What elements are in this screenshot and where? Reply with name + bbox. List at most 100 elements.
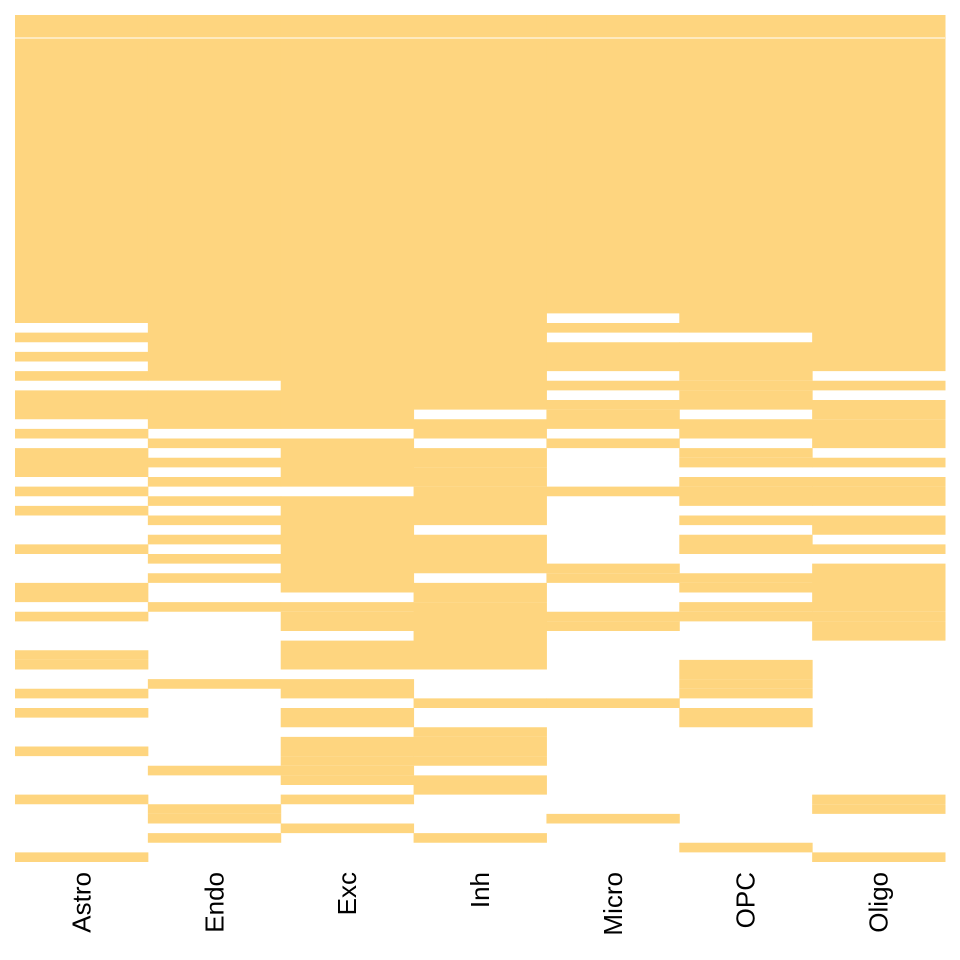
- heatmap-cell-opc-rows-72-73: [679, 708, 813, 728]
- heatmap-cell-oligo-rows-62-62: [812, 611, 946, 622]
- heatmap-cell-astro-rows-62-62: [15, 611, 149, 622]
- heatmap-cell-inh-rows-61-63: [413, 602, 547, 631]
- heatmap-cell-astro-rows-72-72: [15, 708, 149, 718]
- heatmap-cell-endo-rows-83-83: [147, 813, 282, 824]
- heatmap-cell-exc-rows-62-63: [280, 611, 415, 631]
- heatmap-cell-oligo-rows-49-50: [812, 486, 946, 506]
- heatmap-cell-oligo-rows-52-53: [812, 515, 946, 535]
- heatmap-cell-opc-rows-36-37: [679, 361, 813, 381]
- heatmap-cell-micro-rows-58-58: [546, 573, 680, 583]
- heatmap-cell-exc-rows-65-67: [280, 640, 415, 670]
- heatmap-cell-opc-rows-38-38: [679, 380, 813, 391]
- heatmap-cell-oligo-rows-64-64: [812, 631, 946, 641]
- heatmap-cell-endo-rows-44-44: [147, 438, 282, 449]
- heatmap-cell-oligo-rows-87-87: [812, 852, 946, 862]
- heatmap-cell-opc-rows-42-43: [679, 419, 813, 439]
- heatmap-cell-inh-rows-85-85: [413, 833, 547, 843]
- heatmap-cell-micro-rows-36-36: [546, 361, 680, 372]
- heatmap-cell-endo-rows-69-69: [147, 679, 282, 689]
- heatmap-cell-astro-rows-45-47: [15, 448, 149, 477]
- heatmap-cell-oligo-rows-55-55: [812, 544, 946, 554]
- heatmap-cell-endo-rows-0-37: [147, 15, 282, 381]
- heatmap-cell-oligo-rows-57-59: [812, 563, 946, 593]
- heatmap-cell-micro-rows-34-35: [546, 342, 680, 362]
- heatmap-cell-astro-rows-33-33: [15, 332, 149, 343]
- heatmap-cell-exc-rows-72-73: [280, 708, 415, 728]
- heatmap-cell-astro-rows-70-70: [15, 688, 149, 699]
- column-label-inh: Inh: [465, 872, 495, 908]
- heatmap-cell-astro-rows-49-49: [15, 486, 149, 497]
- heatmap-cell-opc-rows-70-70: [679, 688, 813, 699]
- heatmap-cell-endo-rows-48-48: [147, 477, 282, 487]
- heatmap-cell-astro-rows-55-55: [15, 544, 149, 554]
- heatmap-cell-endo-rows-54-54: [147, 534, 282, 545]
- heatmap-cell-astro-rows-76-76: [15, 746, 149, 757]
- heatmap-cell-opc-rows-0-32: [679, 15, 813, 333]
- heatmap-cell-inh-rows-60-60: [413, 592, 547, 603]
- heatmap-cell-opc-rows-67-68: [679, 659, 813, 680]
- heatmap-cell-exc-rows-0-42: [280, 15, 415, 429]
- heatmap-cell-exc-rows-79-79: [280, 775, 415, 785]
- heatmap-cell-endo-rows-82-82: [147, 804, 282, 814]
- column-label-oligo: Oligo: [864, 872, 894, 933]
- heatmap-cell-inh-rows-77-77: [413, 756, 547, 766]
- heatmap-cell-oligo-rows-38-38: [812, 380, 946, 391]
- heatmap-cell-micro-rows-57-57: [546, 563, 680, 574]
- heatmap-cell-astro-rows-39-41: [15, 390, 149, 420]
- heatmap-cell-oligo-rows-63-63: [812, 621, 946, 631]
- heatmap-cell-micro-rows-40-40: [546, 400, 680, 410]
- heatmap-cell-inh-rows-59-59: [413, 582, 547, 593]
- heatmap-cell-inh-rows-75-76: [413, 736, 547, 757]
- heatmap-cells: [15, 15, 946, 862]
- heatmap-cell-exc-rows-75-76: [280, 736, 415, 757]
- heatmap-cell-oligo-rows-60-61: [812, 592, 946, 612]
- heatmap-cell-micro-rows-32-32: [546, 323, 680, 333]
- heatmap-cell-inh-rows-0-40: [413, 15, 547, 410]
- column-label-endo: Endo: [199, 872, 229, 933]
- heatmap-cell-opc-rows-59-59: [679, 582, 813, 593]
- heatmap-cell-opc-rows-46-46: [679, 457, 813, 468]
- heatmap-cell-oligo-rows-81-81: [812, 794, 946, 805]
- heatmap-cell-micro-rows-83-83: [546, 813, 680, 824]
- heatmap-cell-opc-rows-69-69: [679, 679, 813, 689]
- heatmap-cell-opc-rows-52-52: [679, 515, 813, 526]
- heatmap-cell-inh-rows-42-43: [413, 419, 547, 439]
- heatmap-cell-astro-rows-67-67: [15, 659, 149, 670]
- column-label-exc: Exc: [332, 872, 362, 915]
- heatmap-cell-exc-rows-44-48: [280, 438, 415, 487]
- heatmap-cell-micro-rows-41-42: [546, 409, 680, 429]
- heatmap-cell-oligo-rows-46-46: [812, 457, 946, 468]
- heatmap-cell-opc-rows-62-62: [679, 611, 813, 622]
- heatmap-cell-inh-rows-74-74: [413, 727, 547, 737]
- heatmap-cell-inh-rows-47-48: [413, 467, 547, 487]
- heatmap-cell-micro-rows-49-49: [546, 486, 680, 497]
- heatmap-cell-exc-rows-84-84: [280, 823, 415, 834]
- heatmap-cell-oligo-rows-82-82: [812, 804, 946, 814]
- heatmap-cell-endo-rows-46-46: [147, 457, 282, 468]
- heatmap-cell-opc-rows-39-40: [679, 390, 813, 410]
- heatmap-cell-inh-rows-64-67: [413, 631, 547, 670]
- heatmap-cell-astro-rows-66-66: [15, 650, 149, 660]
- heatmap-cell-opc-rows-54-55: [679, 534, 813, 554]
- heatmap-cell-inh-rows-45-46: [413, 448, 547, 468]
- heatmap-cell-opc-rows-49-50: [679, 486, 813, 506]
- heatmap-cell-astro-rows-0-31: [15, 15, 149, 323]
- heatmap-cell-endo-rows-58-58: [147, 573, 282, 583]
- heatmap-cell-opc-rows-58-58: [679, 573, 813, 583]
- heatmap-cell-astro-rows-35-35: [15, 351, 149, 362]
- heatmap-cell-inh-rows-71-71: [413, 698, 547, 708]
- heatmap-cell-micro-rows-63-63: [546, 621, 680, 631]
- heatmap-cell-micro-rows-62-62: [546, 611, 680, 622]
- heatmap-cell-opc-rows-61-61: [679, 602, 813, 612]
- heatmap-cell-inh-rows-49-52: [413, 486, 547, 526]
- column-label-opc: OPC: [731, 872, 761, 928]
- column-label-astro: Astro: [66, 872, 96, 933]
- heatmap-cell-astro-rows-60-60: [15, 592, 149, 603]
- heatmap-cell-astro-rows-37-37: [15, 371, 149, 381]
- heatmap-cell-astro-rows-87-87: [15, 852, 149, 862]
- heatmap-cell-oligo-rows-40-41: [812, 400, 946, 420]
- heatmap-cell-oligo-rows-48-48: [812, 477, 946, 487]
- column-label-micro: Micro: [598, 872, 628, 936]
- heatmap-cell-micro-rows-38-38: [546, 380, 680, 391]
